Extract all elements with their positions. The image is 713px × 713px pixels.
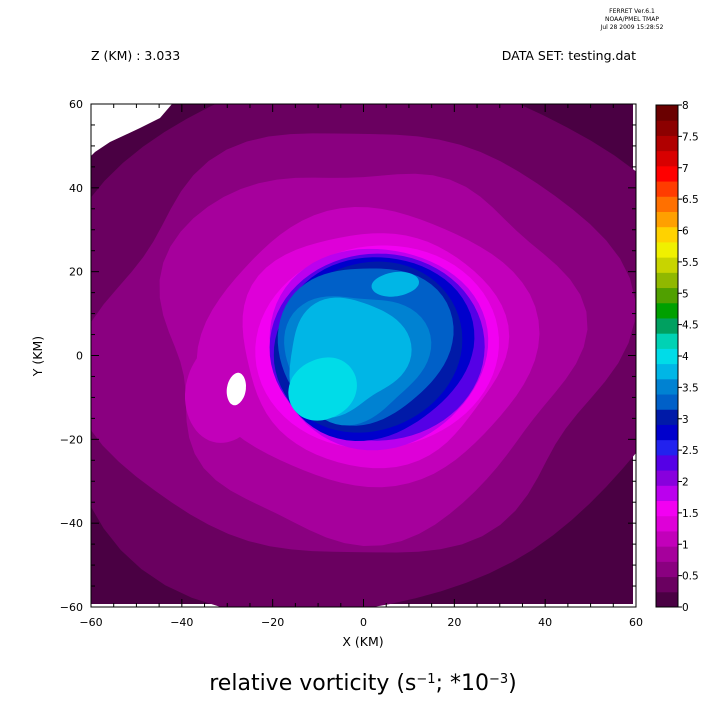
y-axis: −60 −40 −20 0 20 40 60 [60, 98, 636, 614]
colorbar-swatch [656, 591, 678, 608]
colorbar-label: 8 [682, 100, 689, 112]
colorbar-swatch [656, 120, 678, 136]
chart-title: relative vorticity (s−1; *10−3) [209, 671, 516, 696]
colorbar-swatch [656, 515, 678, 532]
colorbar-swatch [656, 470, 678, 486]
colorbar-label: 4.5 [682, 320, 699, 332]
colorbar-label: 0.5 [682, 571, 699, 583]
ferret-org-text: NOAA/PMEL TMAP [605, 16, 659, 23]
y-tick-label: 20 [69, 266, 83, 279]
x-tick-label: 40 [538, 616, 552, 629]
colorbar-swatch [656, 302, 678, 319]
x-tick-label: −40 [170, 616, 193, 629]
y-tick-label: 40 [69, 182, 83, 195]
z-level-label: Z (KM) : 3.033 [91, 48, 180, 63]
colorbar-label: 4 [682, 351, 689, 363]
colorbar-swatch [656, 165, 678, 182]
colorbar-label: 6.5 [682, 194, 699, 206]
colorbar-label: 5.5 [682, 257, 699, 269]
colorbar-swatch [656, 211, 678, 228]
x-tick-label: −60 [79, 616, 102, 629]
colorbar-label: 3.5 [682, 382, 699, 394]
y-tick-label: −60 [60, 601, 83, 614]
field-contour-3.5-north [371, 271, 419, 297]
colorbar-swatch [656, 226, 678, 243]
ferret-date-text: Jul 28 2009 15:28:52 [600, 24, 664, 31]
colorbar-swatch [656, 424, 678, 441]
colorbar-swatch [656, 317, 678, 334]
colorbar-swatch [656, 272, 678, 289]
colorbar-swatch [656, 561, 678, 578]
colorbar-swatch [656, 378, 678, 395]
field-missing-patch [226, 372, 246, 406]
colorbar-label: 6 [682, 226, 689, 238]
colorbar-swatch [656, 530, 678, 547]
vorticity-field [91, 104, 636, 607]
colorbar-label: 3 [682, 414, 689, 426]
colorbar-swatch [656, 105, 678, 121]
colorbar-swatch [656, 363, 678, 380]
colorbar-swatch [656, 196, 678, 212]
colorbar-label: 5 [682, 288, 689, 300]
y-axis-label: Y (KM) [30, 336, 45, 377]
colorbar-swatch [656, 546, 678, 562]
colorbar-label: 2.5 [682, 445, 699, 457]
colorbar-label: 1.5 [682, 508, 699, 520]
x-tick-label: 60 [629, 616, 643, 629]
ferret-version-text: FERRET Ver.6.1 [609, 8, 655, 15]
colorbar-label: 7.5 [682, 131, 699, 143]
x-axis: −60 −40 −20 0 20 40 60 [79, 104, 643, 629]
colorbar-label: 1 [682, 539, 689, 551]
colorbar-swatch [656, 150, 678, 167]
colorbar: 0 0.5 1 1.5 2 2.5 3 3.5 4 4.5 5 5.5 6 6.5 7 7.5 8 [655, 100, 699, 614]
colorbar-label: 0 [682, 602, 689, 614]
x-tick-label: −20 [261, 616, 284, 629]
colorbar-swatch [656, 500, 678, 517]
y-tick-label: −40 [60, 517, 83, 530]
x-tick-label: 20 [447, 616, 461, 629]
colorbar-swatch [656, 181, 678, 197]
colorbar-label: 7 [682, 163, 689, 175]
x-tick-label: 0 [360, 616, 367, 629]
y-tick-label: 60 [69, 98, 83, 111]
y-tick-label: −20 [60, 433, 83, 446]
colorbar-swatch [656, 135, 678, 152]
colorbar-swatch [656, 439, 678, 456]
field-contour-3.75 [288, 357, 357, 421]
colorbar-swatch [656, 333, 678, 349]
colorbar-swatch [656, 394, 678, 410]
colorbar-swatch [656, 454, 678, 471]
colorbar-swatch [656, 576, 678, 593]
x-axis-label: X (KM) [342, 634, 383, 649]
y-tick-label: 0 [76, 350, 83, 363]
colorbar-swatch [656, 257, 678, 273]
colorbar-swatch [656, 409, 678, 425]
colorbar-swatch [656, 348, 678, 365]
colorbar-swatch [656, 287, 678, 304]
colorbar-swatch [656, 241, 678, 258]
colorbar-label: 2 [682, 477, 689, 489]
colorbar-swatch [656, 485, 678, 502]
dataset-label: DATA SET: testing.dat [502, 48, 636, 63]
field-missing-corner [91, 104, 172, 156]
